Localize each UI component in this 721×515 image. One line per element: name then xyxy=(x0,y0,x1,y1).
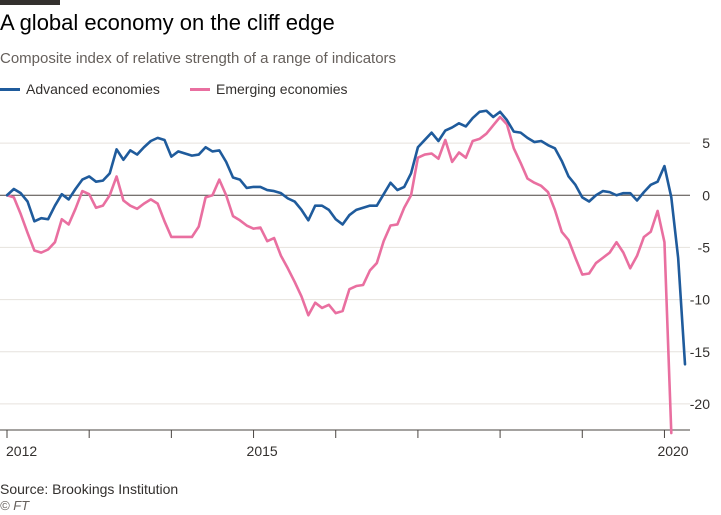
x-tick-label: 2020 xyxy=(657,443,688,459)
y-tick-label: 5 xyxy=(702,135,710,151)
series-line-emerging xyxy=(5,115,673,435)
legend-label-advanced: Advanced economies xyxy=(26,81,160,97)
y-tick-label: -5 xyxy=(698,239,711,255)
source-note: Source: Brookings Institution xyxy=(0,481,179,497)
legend-swatch-emerging xyxy=(190,87,210,91)
chart-title: A global economy on the cliff edge xyxy=(0,10,335,35)
x-tick-label: 2012 xyxy=(6,443,37,459)
y-tick-label: 0 xyxy=(702,187,710,203)
y-tick-label: -10 xyxy=(690,292,710,308)
legend-item-advanced: Advanced economies xyxy=(0,81,160,97)
x-tick-label: 2015 xyxy=(247,443,278,459)
legend-item-emerging: Emerging economies xyxy=(190,81,348,97)
series-line-advanced xyxy=(5,109,687,366)
legend-label-emerging: Emerging economies xyxy=(216,81,348,97)
y-tick-label: -15 xyxy=(690,344,710,360)
chart-subtitle: Composite index of relative strength of … xyxy=(0,50,397,67)
legend-swatch-advanced xyxy=(0,87,20,91)
ft-credit: © FT xyxy=(0,498,30,513)
ft-top-bar xyxy=(0,0,60,5)
y-tick-label: -20 xyxy=(690,396,710,412)
